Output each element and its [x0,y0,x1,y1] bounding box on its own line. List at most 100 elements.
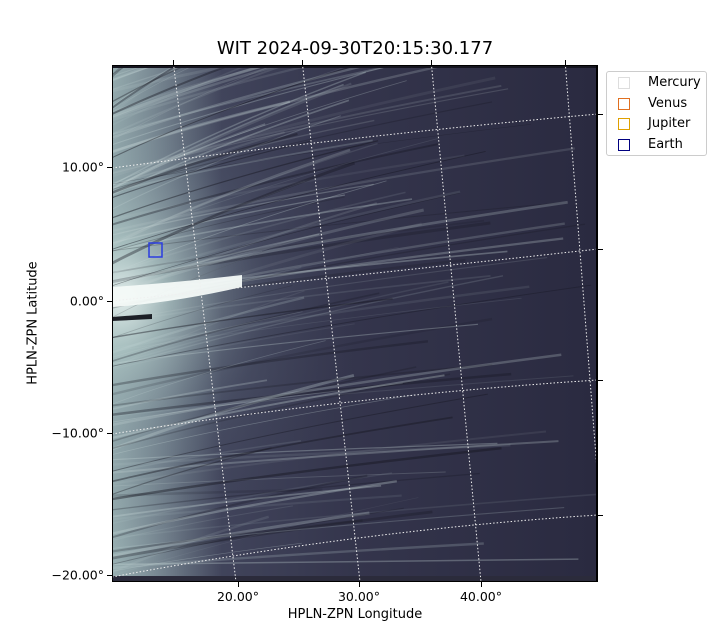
coronal-streak [112,297,522,352]
coronal-streak [112,442,498,461]
coronal-streak [112,366,417,443]
coronal-streak [112,65,241,93]
coronal-streak [112,340,429,387]
coronal-streak [112,140,311,199]
legend-label: Jupiter [648,116,691,131]
coronal-streak [112,488,323,497]
coronal-streak [112,65,195,110]
coronal-streak [112,65,285,120]
top-tick-mark [173,60,174,65]
coronal-streak [112,394,416,456]
coronal-streak [112,416,453,483]
coronal-streak [112,198,413,252]
coronal-streak [112,131,285,195]
coronal-streak [112,311,303,358]
coronal-streak [112,507,565,550]
legend-label: Mercury [648,75,701,90]
coronal-streak [112,447,272,496]
legend-item-mercury: Mercury [607,74,707,94]
y-axis-label: HPLN-ZPN Latitude [25,261,41,385]
right-tick-mark [598,515,603,516]
right-tick-mark [598,380,603,381]
top-tick-mark [431,60,432,65]
legend-item-jupiter: Jupiter [607,115,707,135]
coronal-streak [112,190,461,283]
coronal-streak [112,374,445,439]
coronal-streak [112,194,346,244]
coronal-streak [112,375,574,417]
coronal-streak [112,200,568,285]
coronal-streak [112,154,465,221]
coronal-streak [112,221,491,284]
y-tick-mark [107,301,112,302]
coronal-streak [112,285,530,351]
coronal-streak [112,493,598,539]
coronal-streak [112,88,509,175]
coronal-streak [112,285,293,339]
coronal-streak [112,65,191,91]
coronal-streak [112,296,305,354]
coronal-streak [112,71,367,187]
legend-label: Venus [648,96,688,111]
coronal-streak [112,480,397,535]
coronal-streak [112,196,345,252]
coronal-streak [112,147,576,233]
coronal-streak [112,137,440,242]
x-tick-label: 40.00° [459,589,503,604]
x-tick-mark [481,582,482,587]
coronal-streak [112,484,382,518]
coronal-streak [112,443,511,466]
coronal-streak [112,65,355,159]
coronal-streak [112,497,419,577]
coronal-streak [112,472,480,511]
coronal-streak [112,65,398,136]
legend-item-venus: Venus [607,95,707,115]
coronal-streak [112,148,351,247]
coronal-streak [112,298,393,339]
bottom-dark-band [112,576,598,582]
coronal-streak [112,257,548,322]
coronal-streak [112,84,502,174]
coronal-streak [112,292,380,362]
grid-longitude-line [564,65,598,483]
right-tick-mark [598,249,603,250]
coronal-streak [112,542,302,572]
plot-title: WIT 2024-09-30T20:15:30.177 [216,38,494,59]
grid-latitude-line [112,379,598,435]
y-tick-mark [107,167,112,168]
coronal-streak [112,446,502,501]
coronal-streak [112,140,379,219]
coronal-streak [112,281,449,367]
coronal-streak [112,317,493,396]
coronal-streak [112,340,326,405]
coronal-streak [112,65,373,139]
legend-label: Earth [648,137,683,152]
coronal-streak [112,65,181,109]
venus-swatch [618,98,630,110]
coronal-streak [112,183,374,236]
coronal-streak [112,150,486,250]
top-tick-mark [302,60,303,65]
coronal-streak [112,233,320,288]
coronal-streak [112,65,316,122]
coronal-streak [112,284,592,367]
coronal-streak [112,191,406,275]
coronal-streak [112,440,302,473]
coronal-streak [112,99,350,196]
coronal-streak [112,101,493,190]
coronal-streak [112,238,298,318]
coronal-streak [112,80,407,185]
coronal-streak [112,180,387,275]
coronal-streak [112,515,270,574]
coronal-streak [112,65,275,141]
coronal-streak [112,372,512,417]
x-axis-label: HPLN-ZPN Longitude [287,607,423,622]
grid-latitude-line [112,514,598,578]
coronal-streak [112,440,559,474]
coronal-streak [112,430,547,485]
x-tick-mark [359,582,360,587]
dark-lane [112,314,152,321]
coronal-streak [112,161,356,265]
y-tick-label: 0.00° [69,293,104,309]
legend: Mercury Venus Jupiter Earth [606,71,707,156]
